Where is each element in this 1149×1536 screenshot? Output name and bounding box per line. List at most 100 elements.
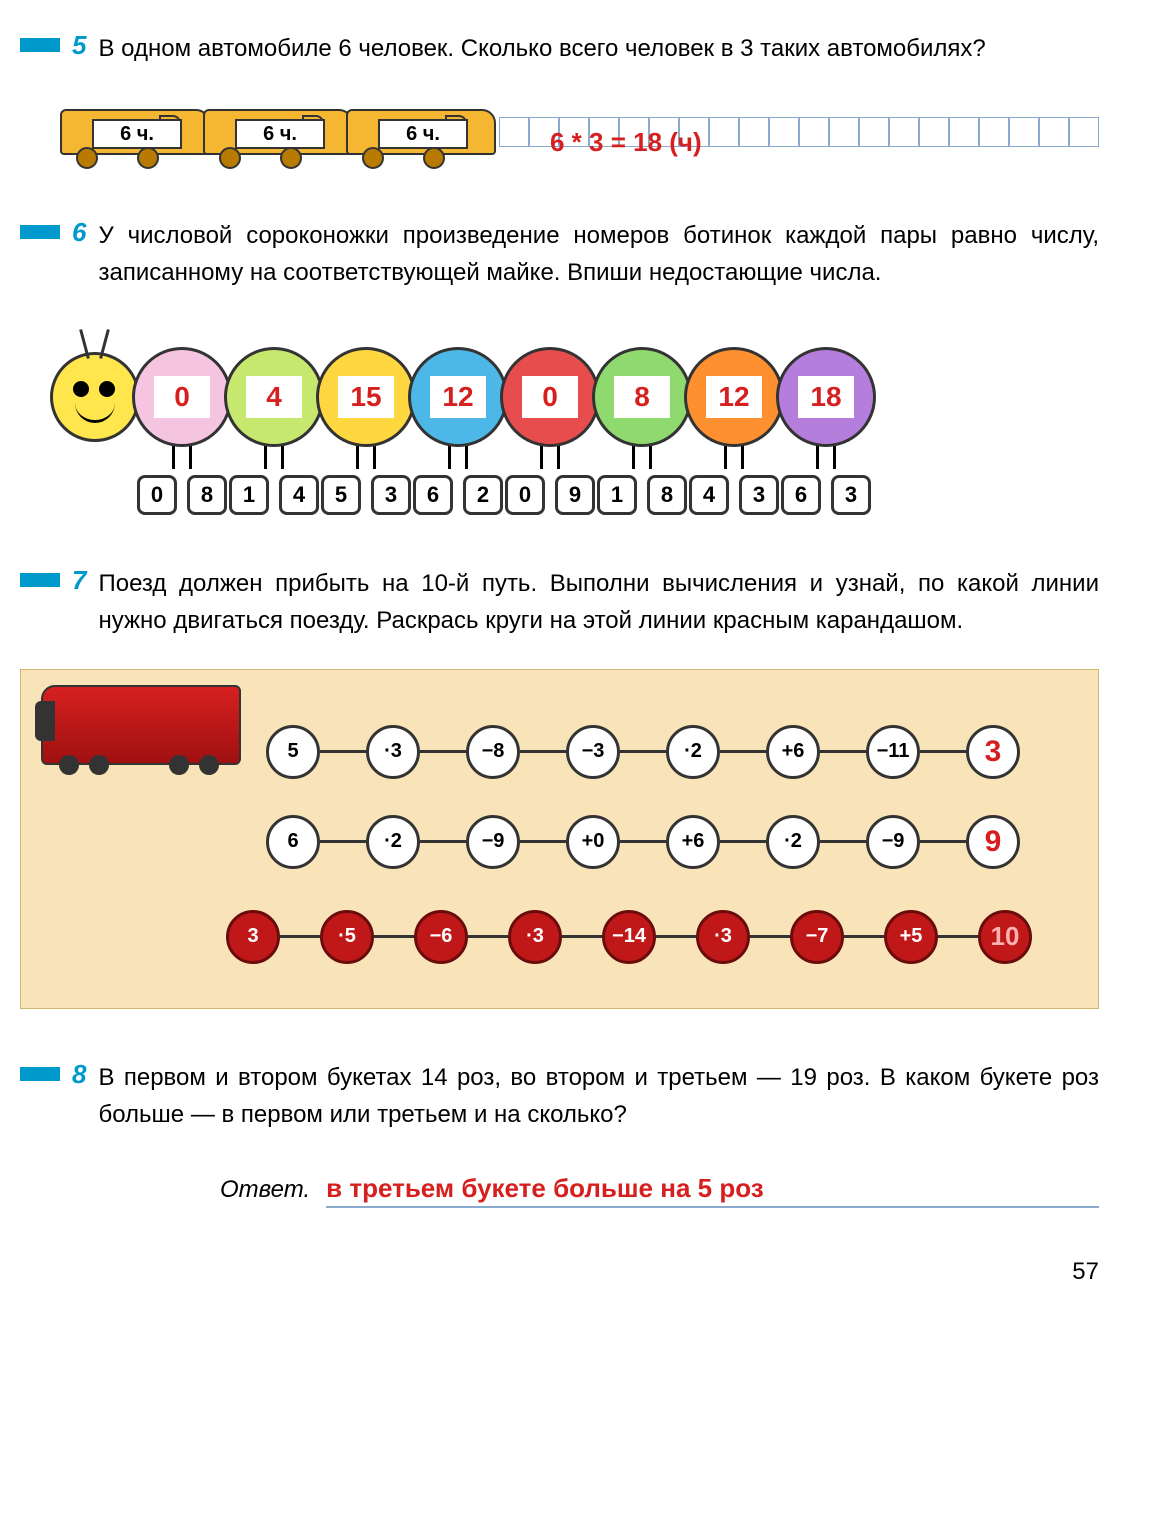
segment-ball: 8	[592, 347, 692, 447]
problem-text: В одном автомобиле 6 человек. Сколько вс…	[98, 30, 985, 67]
train-panel: 5·3−8−3·2+6−1136·2−9+0+6·2−993·5−6·3−14·…	[20, 669, 1099, 1009]
track-node: ·3	[366, 725, 420, 779]
shoe-number: 5	[321, 475, 361, 515]
problem-5: 5 В одном автомобиле 6 человек. Сколько …	[20, 30, 1099, 167]
problem-text: В первом и втором букетах 14 роз, во вто…	[98, 1059, 1099, 1133]
track-node: −9	[466, 815, 520, 869]
centipede-segment: 0 0 8	[132, 332, 232, 515]
shoe-number: 3	[739, 475, 779, 515]
track-node: ·2	[666, 725, 720, 779]
grid-cell	[1009, 117, 1039, 147]
problem-header: 5 В одном автомобиле 6 человек. Сколько …	[20, 30, 1099, 67]
train-track: 6·2−9+0+6·2−99	[266, 815, 1020, 869]
centipede-segment: 4 1 4	[224, 332, 324, 515]
shoe-number: 0	[137, 475, 177, 515]
train-track: 3·5−6·3−14·3−7+510	[226, 910, 1032, 964]
bus-icon: 6 ч.	[346, 97, 465, 167]
problem-6: 6 У числовой сороконожки произведение но…	[20, 217, 1099, 514]
grid-cell	[949, 117, 979, 147]
track-node: ·3	[508, 910, 562, 964]
track-node: 6	[266, 815, 320, 869]
segment-value: 8	[614, 376, 670, 418]
page-number: 57	[20, 1258, 1099, 1286]
section-marker	[20, 573, 60, 587]
problem-header: 7 Поезд должен прибыть на 10-й путь. Вып…	[20, 565, 1099, 639]
track-node: −11	[866, 725, 920, 779]
segment-ball: 15	[316, 347, 416, 447]
shoe-number: 3	[831, 475, 871, 515]
shoe-number: 4	[279, 475, 319, 515]
section-marker	[20, 38, 60, 52]
problem-header: 8 В первом и втором букетах 14 роз, во в…	[20, 1059, 1099, 1133]
grid-cell	[709, 117, 739, 147]
segment-value: 4	[246, 376, 302, 418]
problem-number: 7	[72, 565, 86, 596]
shoe-number: 3	[371, 475, 411, 515]
shoe-number: 0	[505, 475, 545, 515]
bus-icon: 6 ч.	[203, 97, 322, 167]
track-result: 10	[978, 910, 1032, 964]
grid-cell	[739, 117, 769, 147]
answer-line: Ответ. в третьем букете больше на 5 роз	[220, 1173, 1099, 1208]
track-node: +5	[884, 910, 938, 964]
answer-value: в третьем букете больше на 5 роз	[326, 1173, 1099, 1208]
section-marker	[20, 1067, 60, 1081]
centipede-segment: 12 6 2	[408, 332, 508, 515]
centipede-segment: 0 0 9	[500, 332, 600, 515]
segment-value: 12	[706, 376, 762, 418]
grid-cell	[979, 117, 1009, 147]
buses-area: 6 ч. 6 ч. 6 ч. 6 * 3 = 18 (ч)	[20, 97, 1099, 167]
centipede-segment: 12 4 3	[684, 332, 784, 515]
segment-value: 15	[338, 376, 394, 418]
section-marker	[20, 225, 60, 239]
problem-8: 8 В первом и втором букетах 14 роз, во в…	[20, 1059, 1099, 1208]
segment-value: 0	[522, 376, 578, 418]
shoe-number: 1	[597, 475, 637, 515]
segment-ball: 0	[132, 347, 232, 447]
segment-ball: 18	[776, 347, 876, 447]
bus-icon: 6 ч.	[60, 97, 179, 167]
shoe-number: 4	[689, 475, 729, 515]
problem-number: 8	[72, 1059, 86, 1090]
track-node: −8	[466, 725, 520, 779]
problem-header: 6 У числовой сороконожки произведение но…	[20, 217, 1099, 291]
track-node: ·2	[366, 815, 420, 869]
track-node: −14	[602, 910, 656, 964]
grid-cell	[1069, 117, 1099, 147]
track-node: 5	[266, 725, 320, 779]
bus-label: 6 ч.	[92, 119, 182, 149]
shoe-number: 1	[229, 475, 269, 515]
track-result: 9	[966, 815, 1020, 869]
track-node: +6	[766, 725, 820, 779]
track-node: −6	[414, 910, 468, 964]
grid-cell	[889, 117, 919, 147]
bus-label: 6 ч.	[378, 119, 468, 149]
centipede-segment: 8 1 8	[592, 332, 692, 515]
shoe-number: 8	[187, 475, 227, 515]
track-result: 3	[966, 725, 1020, 779]
grid-cell	[799, 117, 829, 147]
problem-7: 7 Поезд должен прибыть на 10-й путь. Вып…	[20, 565, 1099, 1009]
grid-cell	[829, 117, 859, 147]
segment-value: 12	[430, 376, 486, 418]
track-node: 3	[226, 910, 280, 964]
answer-label: Ответ.	[220, 1176, 310, 1204]
shoe-number: 8	[647, 475, 687, 515]
problem-text: Поезд должен прибыть на 10-й путь. Выпол…	[98, 565, 1099, 639]
centipede-segment: 15 5 3	[316, 332, 416, 515]
shoe-number: 2	[463, 475, 503, 515]
track-node: ·5	[320, 910, 374, 964]
segment-ball: 12	[408, 347, 508, 447]
shoe-number: 6	[413, 475, 453, 515]
track-node: −9	[866, 815, 920, 869]
grid-cell	[859, 117, 889, 147]
problem-number: 5	[72, 30, 86, 61]
shoe-number: 9	[555, 475, 595, 515]
track-node: +6	[666, 815, 720, 869]
segment-value: 18	[798, 376, 854, 418]
grid-cell	[499, 117, 529, 147]
grid-cell	[769, 117, 799, 147]
track-node: +0	[566, 815, 620, 869]
segment-ball: 12	[684, 347, 784, 447]
grid-cell	[919, 117, 949, 147]
